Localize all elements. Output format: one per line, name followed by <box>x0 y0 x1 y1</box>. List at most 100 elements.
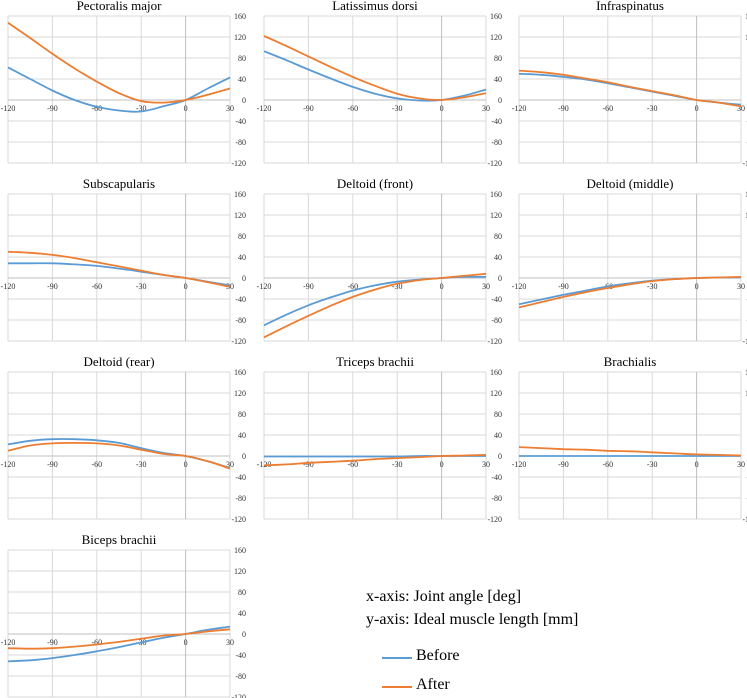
y-tick-label: -120 <box>231 693 246 698</box>
x-tick-label: 30 <box>226 104 234 113</box>
chart-6: Deltoid (middle)16012080400-40-80-120-12… <box>512 176 747 346</box>
x-tick-label: 0 <box>184 282 188 291</box>
y-axis-description: y-axis: Ideal muscle length [mm] <box>366 611 579 628</box>
x-tick-label: -120 <box>512 282 527 291</box>
series-line-after <box>263 272 487 339</box>
x-tick-label: -120 <box>512 104 527 113</box>
chart-title: Deltoid (middle) <box>586 176 673 191</box>
series-line-after <box>518 69 742 108</box>
y-tick-label: 0 <box>242 452 246 461</box>
series-line-before <box>7 625 231 663</box>
x-tick-label: 30 <box>482 282 490 291</box>
y-tick-label: -80 <box>491 494 502 503</box>
x-tick-label: -30 <box>392 282 403 291</box>
series-line-after <box>7 22 231 104</box>
chart-2: Latissimus dorsi 160 120 80 40 0 -40 -80 -120 -12… <box>257 0 502 168</box>
chart-9: Brachialis16012080400-40-80-120-120-90-6… <box>512 354 747 524</box>
y-tick-label: -40 <box>235 295 246 304</box>
x-tick-label: -90 <box>47 460 58 469</box>
x-tick-label: -60 <box>602 104 613 113</box>
y-tick-label: 0 <box>498 96 502 105</box>
y-tick-label: -120 <box>231 337 246 346</box>
legend-after-swatch <box>382 686 412 688</box>
y-tick-label: 80 <box>494 232 502 241</box>
y-tick-label: -120 <box>487 515 502 524</box>
y-tick-label: -120 <box>742 337 747 346</box>
y-tick-label: 40 <box>238 609 246 618</box>
legend-after-label: After <box>416 676 450 693</box>
series-line-before <box>263 50 487 102</box>
x-tick-label: 30 <box>737 104 745 113</box>
y-tick-label: 160 <box>490 368 502 377</box>
x-tick-label: 0 <box>184 638 188 647</box>
x-tick-label: -90 <box>47 638 58 647</box>
y-tick-label: 120 <box>490 211 502 220</box>
x-tick-label: -30 <box>647 460 658 469</box>
chart-8: Triceps brachii16012080400-40-80-120-120… <box>257 354 502 524</box>
y-tick-label: 160 <box>745 12 747 21</box>
chart-title: Brachialis <box>604 354 657 369</box>
y-tick-label: 120 <box>745 33 747 42</box>
series-line-after <box>7 250 231 288</box>
y-tick-label: -40 <box>491 117 502 126</box>
x-tick-label: -30 <box>136 460 147 469</box>
y-tick-label: 120 <box>745 211 747 220</box>
y-tick-label: 120 <box>234 389 246 398</box>
y-tick-label: 40 <box>494 75 502 84</box>
y-tick-label: -120 <box>487 337 502 346</box>
chart-title: Deltoid (rear) <box>83 354 154 369</box>
y-tick-label: 80 <box>238 54 246 63</box>
y-tick-label: 160 <box>490 12 502 21</box>
chart-3: Infraspinatus16012080400-40-80-120-120-9… <box>512 0 747 168</box>
x-tick-label: 0 <box>440 282 444 291</box>
x-tick-label: 30 <box>482 460 490 469</box>
y-tick-label: -120 <box>231 515 246 524</box>
x-tick-label: -120 <box>1 104 16 113</box>
y-tick-label: -80 <box>491 138 502 147</box>
x-tick-label: -30 <box>392 104 403 113</box>
x-tick-label: 0 <box>440 104 444 113</box>
y-tick-label: -80 <box>491 316 502 325</box>
y-tick-label: 0 <box>242 630 246 639</box>
y-tick-label: 80 <box>238 588 246 597</box>
y-tick-label: -40 <box>235 651 246 660</box>
y-tick-label: 160 <box>234 190 246 199</box>
x-tick-label: 30 <box>737 282 745 291</box>
x-tick-label: 0 <box>184 460 188 469</box>
y-tick-label: 0 <box>242 96 246 105</box>
y-tick-label: 120 <box>745 389 747 398</box>
y-tick-label: -40 <box>235 117 246 126</box>
chart-1: Pectoralis major 160 120 80 40 0 -40 -80 -120 -12… <box>1 0 246 168</box>
chart-title: Pectoralis major <box>77 0 163 13</box>
x-tick-label: -30 <box>136 282 147 291</box>
y-tick-label: 160 <box>234 12 246 21</box>
x-tick-label: -90 <box>303 104 314 113</box>
x-tick-label: -60 <box>347 104 358 113</box>
x-tick-label: -120 <box>257 282 272 291</box>
y-tick-label: 160 <box>234 546 246 555</box>
y-tick-label: 120 <box>234 33 246 42</box>
y-tick-label: -120 <box>742 515 747 524</box>
x-tick-label: -30 <box>392 460 403 469</box>
chart-title: Biceps brachii <box>82 532 157 547</box>
y-tick-label: 0 <box>242 274 246 283</box>
y-tick-label: -120 <box>487 159 502 168</box>
y-tick-label: 160 <box>490 190 502 199</box>
y-tick-label: 80 <box>238 410 246 419</box>
chart-4: Subscapularis 160 120 80 40 0 -40 -80 -120 -120 -9… <box>1 176 246 346</box>
x-tick-label: -120 <box>257 104 272 113</box>
y-tick-label: -40 <box>491 295 502 304</box>
y-tick-label: -120 <box>231 159 246 168</box>
x-tick-label: -90 <box>47 282 58 291</box>
x-tick-label: -90 <box>303 460 314 469</box>
x-tick-label: -90 <box>558 104 569 113</box>
y-tick-label: -40 <box>491 473 502 482</box>
y-tick-label: 160 <box>745 190 747 199</box>
series-line-after <box>7 441 231 470</box>
y-tick-label: 120 <box>490 33 502 42</box>
x-tick-label: 0 <box>184 104 188 113</box>
x-tick-label: -120 <box>1 282 16 291</box>
x-tick-label: 30 <box>226 638 234 647</box>
x-tick-label: -30 <box>136 104 147 113</box>
